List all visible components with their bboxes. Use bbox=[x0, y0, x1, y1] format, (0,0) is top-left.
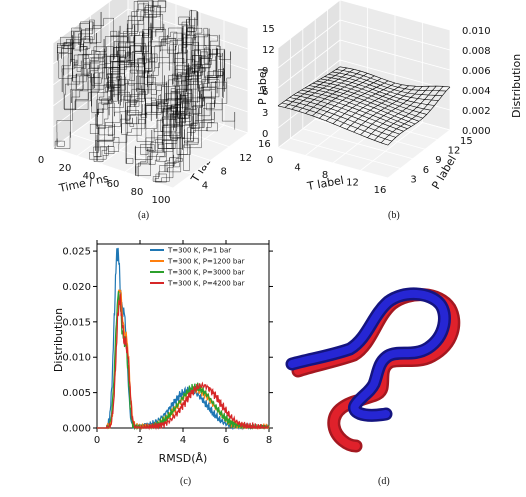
panel-a-z-tick: 0 bbox=[262, 129, 268, 140]
panel-c-legend-label: T=300 K, P=3000 bar bbox=[167, 269, 245, 277]
panel-c-ylabel: Distribution bbox=[52, 308, 65, 372]
caption-d: (d) bbox=[378, 476, 390, 487]
panel-b-y-tick: 12 bbox=[448, 146, 461, 157]
panel-a-grid-line bbox=[127, 29, 249, 71]
panel-c-legend-label: T=300 K, P=1200 bar bbox=[167, 258, 245, 266]
panel-b-surface-wireframe bbox=[277, 66, 451, 146]
panel-a-y-tick: 12 bbox=[239, 153, 252, 164]
panel-b-grid-line bbox=[305, 107, 368, 156]
panel-b-z-tick: 0.004 bbox=[462, 86, 491, 97]
panel-a-x-tick: 60 bbox=[107, 179, 120, 190]
panel-b-grid-line bbox=[277, 79, 341, 129]
panel-b-z-tick: 0.010 bbox=[462, 26, 491, 37]
panel-b-grid-line bbox=[339, 99, 451, 131]
panel-a-x-tick: 80 bbox=[131, 187, 144, 198]
panel-a-x-tick: 100 bbox=[151, 195, 170, 206]
panel-c-y-tick: 0.005 bbox=[62, 388, 91, 399]
panel-b-grid-line bbox=[277, 0, 341, 49]
panel-d-protein-structure bbox=[285, 287, 461, 453]
panel-c-line-chart: RMSD(Å) Distribution 0 2 4 6 8 0.000 0.005 0.01… bbox=[52, 240, 273, 465]
panel-a-y-tick: 4 bbox=[202, 180, 208, 191]
panel-c-y-tick: 0.025 bbox=[62, 247, 91, 258]
panel-b-grid-line bbox=[277, 39, 341, 89]
panel-c-legend-label: T=300 K, P=4200 bar bbox=[167, 280, 245, 288]
panel-c-x-tick: 8 bbox=[266, 435, 272, 446]
panel-b-y-tick: 15 bbox=[460, 136, 473, 147]
panel-c-xlabel: RMSD(Å) bbox=[159, 452, 208, 465]
panel-b-grid-line bbox=[339, 59, 451, 91]
panel-a-z-tick: 12 bbox=[262, 45, 275, 56]
panel-b-grid-line bbox=[302, 128, 413, 160]
panel-a-grid-line bbox=[162, 0, 249, 29]
panel-b-grid-line bbox=[387, 129, 451, 179]
caption-a: (a) bbox=[138, 210, 149, 221]
panel-b-z-tick: 0.008 bbox=[462, 46, 491, 57]
panel-b-grid-line bbox=[277, 59, 341, 109]
panel-b-grid-line bbox=[332, 114, 396, 164]
panel-c-series-line bbox=[97, 293, 270, 431]
panel-a-z-tick: 3 bbox=[262, 108, 268, 119]
panel-a-x-tick: 40 bbox=[83, 171, 96, 182]
structure-blue-strand bbox=[285, 287, 451, 422]
panel-a-y-tick: 16 bbox=[258, 139, 271, 150]
panel-b-y-tick: 6 bbox=[423, 165, 429, 176]
panel-b-grid-line bbox=[290, 138, 401, 169]
panel-a-x-tick: 20 bbox=[59, 163, 72, 174]
panel-b-x-tick: 8 bbox=[322, 170, 328, 181]
panel-a-trajectory bbox=[54, 0, 236, 183]
panel-b-y-tick: 3 bbox=[410, 174, 416, 185]
panel-b-x-tick: 12 bbox=[346, 178, 359, 189]
panel-c-y-tick: 0.015 bbox=[62, 317, 91, 328]
panel-a-surface-plot: Time / ns T label P label 02040608010048… bbox=[38, 0, 275, 206]
panel-c-x-tick: 6 bbox=[223, 435, 229, 446]
panel-a-zlabel: P label bbox=[256, 68, 269, 105]
panel-a-z-tick: 15 bbox=[262, 24, 275, 35]
panel-b-zlabel: Distribution bbox=[510, 54, 523, 118]
panel-c-x-tick: 4 bbox=[180, 435, 186, 446]
panel-b-ylabel: P label bbox=[429, 153, 459, 191]
panel-b-grid-line bbox=[339, 19, 451, 51]
panel-c-legend-label: T=300 K, P=1 bar bbox=[167, 247, 231, 255]
panel-b-z-tick: 0.000 bbox=[462, 126, 491, 137]
panel-c-y-tick: 0.010 bbox=[62, 353, 91, 364]
panel-b-z-tick: 0.002 bbox=[462, 106, 491, 117]
panel-b-y-tick: 9 bbox=[435, 155, 441, 166]
panel-c-x-tick: 0 bbox=[94, 435, 100, 446]
panel-a-z-tick: 6 bbox=[262, 87, 268, 98]
panel-b-x-tick: 16 bbox=[374, 185, 387, 196]
caption-c: (c) bbox=[180, 476, 191, 487]
panel-b-grid-line bbox=[277, 19, 341, 69]
panel-b-grid-line bbox=[277, 147, 389, 179]
panel-a-z-tick: 9 bbox=[262, 66, 268, 77]
panel-b-grid-line bbox=[327, 109, 438, 140]
panel-b-grid-line bbox=[360, 122, 423, 171]
panel-b-xlabel: T label bbox=[305, 174, 345, 193]
panel-b-grid-line bbox=[339, 39, 451, 71]
caption-b: (b) bbox=[388, 210, 400, 221]
panel-b-surface-plot: T label P label Distribution 04812163691… bbox=[267, 0, 523, 196]
panel-b-grid-line bbox=[339, 0, 451, 31]
panel-c-y-tick: 0.020 bbox=[62, 282, 91, 293]
panel-c-x-tick: 2 bbox=[137, 435, 143, 446]
panel-b-z-tick: 0.006 bbox=[462, 66, 491, 77]
panel-a-grid-line bbox=[109, 106, 230, 148]
panel-b-x-tick: 4 bbox=[294, 163, 300, 174]
panel-a-x-tick: 0 bbox=[38, 155, 44, 166]
panel-b-x-tick: 0 bbox=[267, 155, 273, 166]
panel-a-y-tick: 8 bbox=[221, 167, 227, 178]
panel-c-y-tick: 0.000 bbox=[62, 424, 91, 435]
